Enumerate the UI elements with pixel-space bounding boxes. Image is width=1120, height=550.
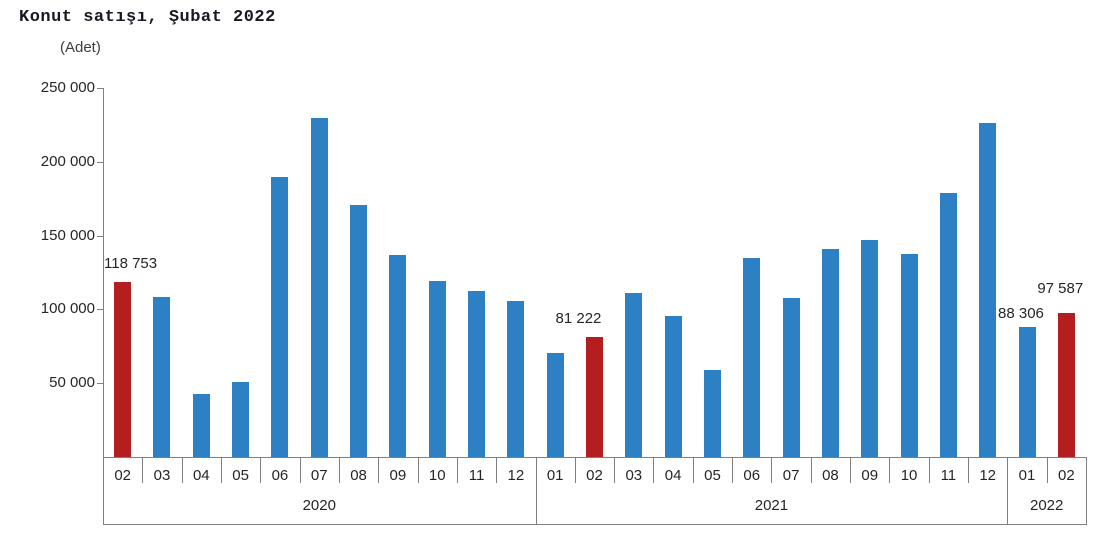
y-tick-mark bbox=[97, 309, 103, 311]
bar-2020-06 bbox=[271, 176, 289, 457]
month-separator bbox=[810, 458, 812, 483]
month-tick-label: 12 bbox=[979, 467, 997, 484]
y-tick-mark bbox=[97, 161, 103, 163]
y-axis-tick-label: 50 000 bbox=[49, 374, 95, 392]
month-separator bbox=[653, 458, 655, 483]
month-separator bbox=[928, 458, 930, 483]
year-separator bbox=[535, 458, 537, 524]
bar-2020-12 bbox=[507, 300, 525, 457]
year-label: 2022 bbox=[1029, 497, 1064, 514]
month-separator bbox=[299, 458, 301, 483]
y-axis-tick-label: 250 000 bbox=[40, 79, 95, 96]
month-separator bbox=[968, 458, 970, 483]
y-tick-mark bbox=[97, 88, 103, 89]
bar-value-label: 118 753 bbox=[104, 254, 158, 272]
month-tick-label: 11 bbox=[468, 467, 485, 484]
y-axis-unit-label: (Adet) bbox=[60, 39, 101, 56]
bar-value-label: 88 306 bbox=[998, 304, 1044, 322]
month-tick-label: 11 bbox=[940, 467, 957, 484]
month-tick-label: 04 bbox=[664, 467, 682, 484]
month-tick-label: 10 bbox=[900, 467, 918, 484]
bar-2021-04 bbox=[664, 315, 682, 457]
bar-2021-11 bbox=[939, 193, 957, 457]
month-tick-label: 07 bbox=[782, 467, 800, 484]
month-separator bbox=[378, 458, 380, 483]
bar-2020-02 bbox=[114, 281, 132, 457]
month-tick-label: 09 bbox=[389, 467, 407, 484]
month-tick-label: 01 bbox=[546, 467, 564, 484]
bar-2021-01 bbox=[546, 352, 564, 457]
bar-2020-03 bbox=[153, 296, 171, 457]
month-separator bbox=[732, 458, 734, 483]
month-separator bbox=[850, 458, 852, 483]
bar-2020-11 bbox=[468, 290, 486, 457]
y-tick-mark bbox=[97, 235, 103, 237]
month-separator bbox=[220, 458, 222, 483]
year-separator bbox=[1007, 458, 1009, 524]
bottom-axis-line bbox=[103, 524, 1087, 525]
month-tick-label: 05 bbox=[232, 467, 249, 484]
bar-2021-08 bbox=[821, 248, 839, 457]
month-separator bbox=[692, 458, 694, 483]
month-tick-label: 04 bbox=[192, 467, 210, 484]
month-tick-label: 12 bbox=[507, 467, 525, 484]
month-tick-label: 09 bbox=[861, 467, 879, 484]
bar-value-label: 97 587 bbox=[1037, 279, 1084, 297]
bar-2020-07 bbox=[310, 118, 328, 457]
y-axis-tick-label: 100 000 bbox=[40, 300, 95, 318]
month-separator bbox=[260, 458, 262, 483]
month-separator bbox=[889, 458, 891, 483]
bar-2021-12 bbox=[979, 122, 997, 457]
bar-2021-05 bbox=[703, 369, 721, 457]
bar-2022-01 bbox=[1018, 326, 1036, 457]
month-separator bbox=[338, 458, 340, 483]
year-separator bbox=[1086, 458, 1087, 524]
bar-2021-06 bbox=[743, 258, 761, 457]
y-axis-tick-label: 200 000 bbox=[40, 152, 95, 170]
bar-2020-04 bbox=[192, 393, 210, 457]
month-tick-label: 07 bbox=[310, 467, 328, 484]
chart-title: Konut satışı, Şubat 2022 bbox=[19, 8, 276, 27]
bar-2022-02 bbox=[1057, 312, 1075, 457]
month-tick-label: 06 bbox=[743, 467, 761, 484]
month-tick-label: 03 bbox=[625, 467, 643, 484]
month-tick-label: 10 bbox=[428, 467, 446, 484]
bar-2020-10 bbox=[428, 280, 446, 457]
bar-2020-09 bbox=[389, 255, 407, 457]
month-tick-label: 02 bbox=[1057, 467, 1075, 484]
month-separator bbox=[1046, 458, 1048, 483]
year-label: 2021 bbox=[754, 497, 789, 514]
bar-2021-09 bbox=[861, 239, 879, 457]
year-label: 2020 bbox=[302, 497, 336, 514]
month-tick-label: 06 bbox=[271, 467, 289, 484]
month-separator bbox=[417, 458, 419, 483]
month-tick-label: 01 bbox=[1018, 467, 1036, 484]
x-axis-line bbox=[103, 457, 1087, 458]
month-tick-label: 03 bbox=[153, 467, 171, 484]
bar-2020-05 bbox=[232, 381, 250, 457]
bar-2021-03 bbox=[625, 292, 643, 457]
bar-2021-07 bbox=[782, 297, 800, 457]
bar-value-label: 81 222 bbox=[555, 310, 602, 328]
month-tick-label: 05 bbox=[704, 467, 721, 484]
bar-2021-02 bbox=[586, 337, 603, 457]
month-separator bbox=[771, 458, 773, 483]
month-separator bbox=[142, 458, 144, 483]
month-separator bbox=[614, 458, 616, 483]
month-tick-label: 02 bbox=[114, 467, 131, 484]
y-tick-mark bbox=[97, 383, 103, 385]
month-separator bbox=[574, 458, 576, 483]
y-axis-line bbox=[103, 88, 104, 524]
month-tick-label: 02 bbox=[586, 467, 603, 484]
month-separator bbox=[456, 458, 458, 483]
month-tick-label: 08 bbox=[350, 467, 367, 484]
month-separator bbox=[496, 458, 498, 483]
month-tick-label: 08 bbox=[822, 467, 839, 484]
month-separator bbox=[181, 458, 183, 483]
bar-2020-08 bbox=[350, 205, 368, 457]
bar-2021-10 bbox=[900, 254, 918, 457]
y-axis-tick-label: 150 000 bbox=[40, 226, 95, 244]
